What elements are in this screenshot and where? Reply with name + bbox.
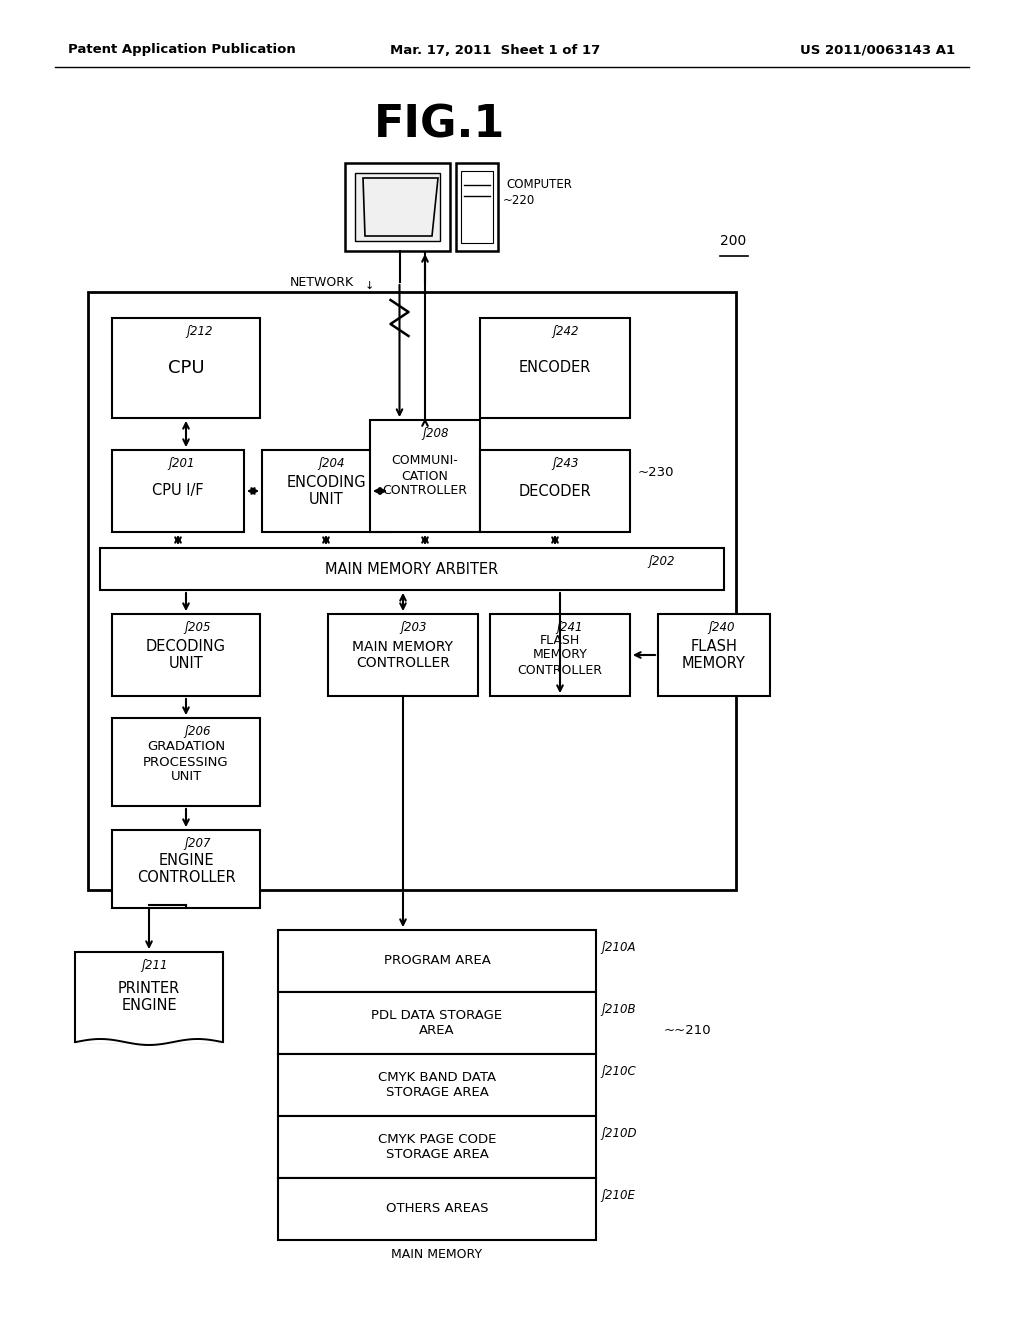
Text: ʃ241: ʃ241 bbox=[556, 620, 583, 634]
Text: ʃ204: ʃ204 bbox=[318, 457, 344, 470]
Bar bbox=[76, 1039, 222, 1043]
Bar bbox=[278, 1177, 596, 1239]
Text: PDL DATA STORAGE
AREA: PDL DATA STORAGE AREA bbox=[372, 1008, 503, 1038]
Bar bbox=[456, 162, 498, 251]
Text: ʃ242: ʃ242 bbox=[552, 325, 579, 338]
Text: ʃ210D: ʃ210D bbox=[601, 1127, 637, 1140]
Text: NETWORK: NETWORK bbox=[290, 276, 354, 289]
Text: ʃ210C: ʃ210C bbox=[601, 1065, 636, 1078]
Bar bbox=[278, 931, 596, 993]
Text: ʃ207: ʃ207 bbox=[184, 837, 211, 850]
Text: ~~210: ~~210 bbox=[664, 1024, 712, 1038]
Bar bbox=[480, 450, 630, 532]
Bar bbox=[112, 830, 260, 908]
Text: COMMUNI-
CATION
CONTROLLER: COMMUNI- CATION CONTROLLER bbox=[383, 454, 468, 498]
Text: CMYK PAGE CODE
STORAGE AREA: CMYK PAGE CODE STORAGE AREA bbox=[378, 1133, 497, 1162]
Text: PRINTER
ENGINE: PRINTER ENGINE bbox=[118, 981, 180, 1014]
Text: MAIN MEMORY ARBITER: MAIN MEMORY ARBITER bbox=[326, 561, 499, 577]
Bar bbox=[262, 450, 390, 532]
Text: FIG.1: FIG.1 bbox=[375, 103, 506, 147]
Text: ʃ210B: ʃ210B bbox=[601, 1003, 636, 1016]
Text: ʃ203: ʃ203 bbox=[400, 620, 427, 634]
Text: ENCODER: ENCODER bbox=[519, 360, 591, 375]
Text: CMYK BAND DATA
STORAGE AREA: CMYK BAND DATA STORAGE AREA bbox=[378, 1071, 496, 1100]
Text: OTHERS AREAS: OTHERS AREAS bbox=[386, 1203, 488, 1216]
Bar bbox=[112, 614, 260, 696]
Text: ʃ243: ʃ243 bbox=[552, 457, 579, 470]
Text: ʃ211: ʃ211 bbox=[141, 958, 168, 972]
Text: FLASH
MEMORY: FLASH MEMORY bbox=[682, 639, 745, 671]
Text: ʃ210E: ʃ210E bbox=[601, 1189, 635, 1203]
Text: ʃ210A: ʃ210A bbox=[601, 941, 636, 954]
Text: US 2011/0063143 A1: US 2011/0063143 A1 bbox=[800, 44, 955, 57]
Text: DECODING
UNIT: DECODING UNIT bbox=[146, 639, 226, 671]
Text: ʃ212: ʃ212 bbox=[186, 325, 213, 338]
Bar bbox=[461, 172, 493, 243]
Text: GRADATION
PROCESSING
UNIT: GRADATION PROCESSING UNIT bbox=[143, 741, 228, 784]
Bar bbox=[278, 993, 596, 1053]
Bar bbox=[278, 1115, 596, 1177]
Text: FLASH
MEMORY
CONTROLLER: FLASH MEMORY CONTROLLER bbox=[517, 634, 602, 676]
Bar bbox=[278, 1053, 596, 1115]
Text: ʃ206: ʃ206 bbox=[184, 725, 211, 738]
Bar bbox=[88, 292, 736, 890]
Bar bbox=[345, 162, 450, 251]
Text: CPU I/F: CPU I/F bbox=[153, 483, 204, 499]
Bar bbox=[112, 450, 244, 532]
Text: ENCODING
UNIT: ENCODING UNIT bbox=[286, 475, 366, 507]
Text: MAIN MEMORY
CONTROLLER: MAIN MEMORY CONTROLLER bbox=[352, 640, 454, 671]
Bar bbox=[480, 318, 630, 418]
Text: ʃ208: ʃ208 bbox=[422, 426, 449, 440]
Text: ENGINE
CONTROLLER: ENGINE CONTROLLER bbox=[136, 853, 236, 886]
Bar bbox=[328, 614, 478, 696]
Bar bbox=[112, 318, 260, 418]
Text: ʃ201: ʃ201 bbox=[168, 457, 195, 470]
Text: ~220: ~220 bbox=[503, 194, 536, 207]
Text: DECODER: DECODER bbox=[518, 483, 592, 499]
Text: ↓: ↓ bbox=[365, 281, 375, 290]
Bar bbox=[658, 614, 770, 696]
Text: Mar. 17, 2011  Sheet 1 of 17: Mar. 17, 2011 Sheet 1 of 17 bbox=[390, 44, 600, 57]
Text: ʃ202: ʃ202 bbox=[648, 554, 675, 568]
Text: ʃ205: ʃ205 bbox=[184, 620, 211, 634]
Text: ~230: ~230 bbox=[638, 466, 675, 479]
Bar bbox=[100, 548, 724, 590]
Bar bbox=[490, 614, 630, 696]
Text: 200: 200 bbox=[720, 234, 746, 248]
Bar bbox=[355, 173, 440, 242]
Text: ʃ240: ʃ240 bbox=[708, 620, 734, 634]
Text: CPU: CPU bbox=[168, 359, 205, 378]
Bar bbox=[112, 718, 260, 807]
Text: PROGRAM AREA: PROGRAM AREA bbox=[384, 954, 490, 968]
Bar bbox=[75, 952, 223, 1041]
Text: MAIN MEMORY: MAIN MEMORY bbox=[391, 1247, 482, 1261]
Text: COMPUTER: COMPUTER bbox=[506, 178, 571, 191]
Text: Patent Application Publication: Patent Application Publication bbox=[68, 44, 296, 57]
Bar bbox=[370, 420, 480, 532]
